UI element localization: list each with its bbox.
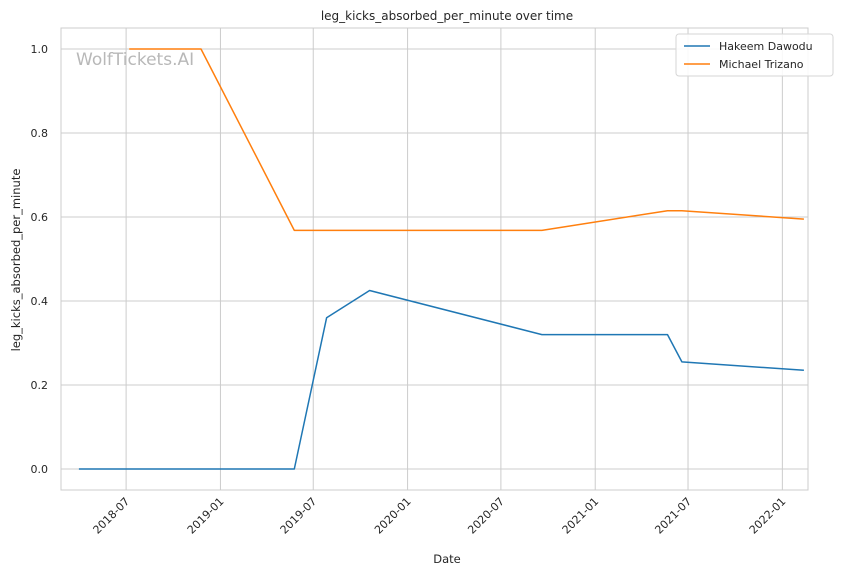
y-tick-label: 0.6 <box>31 211 49 224</box>
x-axis-label: Date <box>433 552 461 566</box>
grid-lines <box>61 28 808 490</box>
x-tick-label: 2020-07 <box>465 495 507 537</box>
x-tick-label: 2021-07 <box>652 495 694 537</box>
x-tick-label: 2021-01 <box>560 495 602 537</box>
watermark: WolfTickets.AI <box>76 50 194 70</box>
plot-area <box>60 27 809 491</box>
y-tick-label: 0.8 <box>31 127 49 140</box>
series-line-hakeem-dawodu <box>78 289 804 470</box>
x-tick-label: 2020-01 <box>372 495 414 537</box>
y-tick-label: 0.4 <box>31 295 49 308</box>
y-tick-label: 0.0 <box>31 463 49 476</box>
chart-title: leg_kicks_absorbed_per_minute over time <box>321 9 573 23</box>
legend-label-michael-trizano: Michael Trizano <box>719 58 804 71</box>
x-tick-label: 2019-01 <box>185 495 227 537</box>
legend-label-hakeem-dawodu: Hakeem Dawodu <box>719 40 813 53</box>
y-tick-label: 1.0 <box>31 43 49 56</box>
series-line-michael-trizano <box>129 48 804 232</box>
legend-box <box>675 33 834 77</box>
y-axis-label: leg_kicks_absorbed_per_minute <box>9 169 23 352</box>
series-layer <box>78 48 804 470</box>
y-tick-label: 0.2 <box>31 379 49 392</box>
x-tick-label: 2022-01 <box>747 495 789 537</box>
x-tick-label: 2018-07 <box>91 495 133 537</box>
legend: Hakeem Dawodu Michael Trizano <box>675 33 834 77</box>
x-tick-label: 2019-07 <box>278 495 320 537</box>
tick-labels: 0.0 0.2 0.4 0.6 0.8 1.0 2018-07 2019-01 2019-07 2… <box>31 43 789 537</box>
